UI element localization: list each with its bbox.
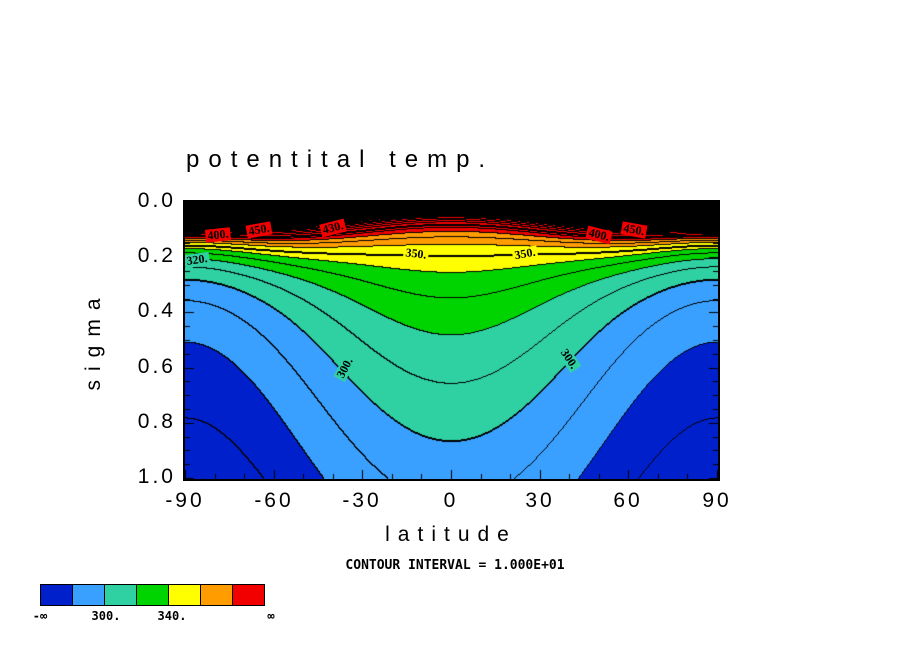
- y-tick-label: 0.0: [137, 189, 176, 212]
- x-axis-title: latitude: [385, 523, 517, 546]
- contour-canvas: [185, 202, 718, 479]
- y-tick-label: 1.0: [137, 465, 176, 488]
- colorbar-tick-label: 340.: [157, 609, 187, 623]
- y-tick-label: 0.8: [137, 410, 176, 433]
- plot-area: 300. 300. 350. 350. 430. 400. 450. 450. 320. 400.: [183, 200, 720, 481]
- colorbar: [40, 584, 265, 606]
- colorbar-swatch: [200, 584, 233, 606]
- colorbar-tick-label: ∞: [267, 609, 275, 623]
- colorbar-swatch: [104, 584, 137, 606]
- colorbar-swatch: [168, 584, 201, 606]
- colorbar-swatch: [72, 584, 105, 606]
- x-tick-label: -90: [165, 489, 205, 512]
- chart-title: potentital temp.: [186, 146, 495, 173]
- x-tick-label: 0: [443, 489, 459, 512]
- colorbar-swatch: [232, 584, 265, 606]
- y-tick-label: 0.6: [137, 355, 176, 378]
- y-tick-label: 0.4: [137, 299, 176, 322]
- x-tick-label: 30: [525, 489, 555, 512]
- y-tick-label: 0.2: [137, 244, 176, 267]
- x-tick-label: -30: [342, 489, 382, 512]
- colorbar-tick-label: 300.: [91, 609, 121, 623]
- contour-interval-note: CONTOUR INTERVAL = 1.000E+01: [345, 558, 565, 573]
- x-tick-label: 90: [702, 489, 732, 512]
- colorbar-swatch: [40, 584, 73, 606]
- colorbar-swatch: [136, 584, 169, 606]
- colorbar-tick-label: -∞: [32, 609, 48, 623]
- x-tick-label: 60: [613, 489, 643, 512]
- x-tick-label: -60: [254, 489, 294, 512]
